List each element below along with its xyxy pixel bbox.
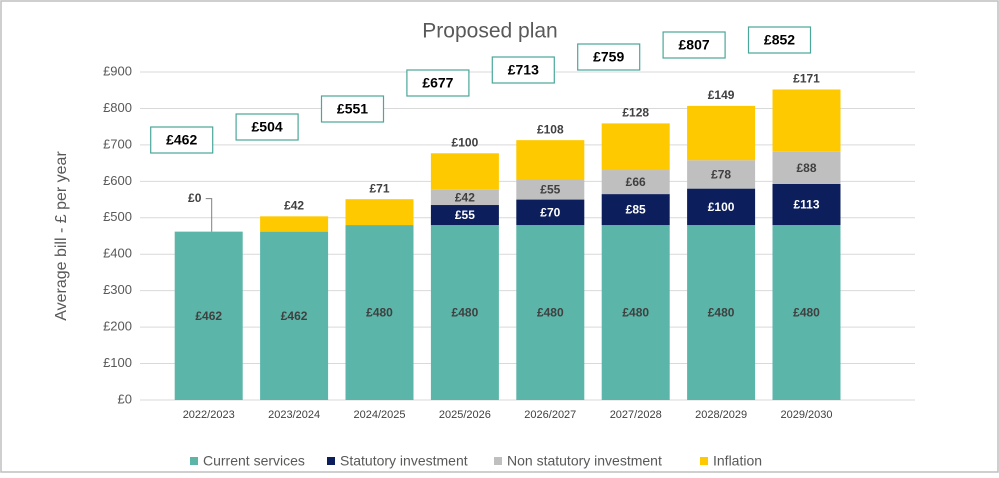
y-tick-label: £600 [103, 173, 132, 188]
data-label: £42 [455, 191, 475, 205]
data-label: £100 [708, 200, 735, 214]
total-box [577, 43, 641, 71]
legend-swatch [494, 457, 502, 465]
legend-label: Inflation [713, 453, 762, 469]
data-label: £480 [366, 306, 393, 320]
x-tick-label: 2026/2027 [524, 409, 576, 421]
total-box [235, 113, 299, 141]
bar-segment [345, 225, 414, 400]
x-tick-label: 2029/2030 [781, 409, 833, 421]
legend-label: Current services [203, 453, 305, 469]
bar-segment [687, 105, 756, 161]
data-label: £462 [195, 309, 222, 323]
y-tick-label: £700 [103, 136, 132, 151]
data-label: £171 [793, 72, 820, 86]
total-label: £759 [593, 49, 624, 65]
y-tick-label: £800 [103, 100, 132, 115]
y-axis-label: Average bill - £ per year [53, 151, 70, 321]
leader-line [205, 198, 213, 232]
bar-segment [430, 153, 499, 190]
x-tick-label: 2023/2024 [268, 409, 320, 421]
total-box [747, 26, 812, 54]
legend-swatch [327, 457, 335, 465]
data-label: £480 [793, 306, 820, 320]
x-tick-label: 2027/2028 [610, 409, 662, 421]
data-label: £78 [711, 168, 731, 182]
bar-segment [772, 151, 841, 184]
total-label: £713 [508, 62, 539, 78]
total-label: £504 [252, 119, 283, 135]
data-label: £100 [452, 135, 479, 149]
x-tick-label: 2024/2025 [354, 409, 406, 421]
total-box [491, 56, 555, 84]
bar-segment [516, 225, 585, 400]
legend-label: Statutory investment [340, 453, 468, 469]
bar-segment [601, 170, 670, 195]
data-label: £71 [369, 181, 389, 195]
bar-segment [345, 199, 414, 226]
data-label: £0 [188, 191, 202, 205]
data-label: £55 [455, 208, 475, 222]
data-label: £70 [540, 205, 560, 219]
y-tick-label: £300 [103, 282, 132, 297]
bar-segment [687, 160, 756, 189]
total-label: £462 [166, 132, 197, 148]
y-tick-label: £0 [118, 391, 132, 406]
y-tick-label: £900 [103, 63, 132, 78]
legend-label: Non statutory investment [507, 453, 662, 469]
bar-segment [772, 89, 841, 152]
bar-segment [601, 194, 670, 226]
data-label: £108 [537, 122, 564, 136]
bar-segment [601, 123, 670, 171]
bar-segment [772, 225, 841, 400]
bar-segment [601, 225, 670, 400]
data-label: £88 [796, 161, 816, 175]
bar-segment [772, 183, 841, 226]
total-label: £677 [422, 75, 453, 91]
bar-segment [687, 225, 756, 400]
data-label: £480 [708, 306, 735, 320]
total-box [150, 126, 214, 154]
y-tick-label: £100 [103, 355, 132, 370]
data-label: £42 [284, 198, 304, 212]
data-label: £128 [622, 106, 649, 120]
data-label: £55 [540, 183, 560, 197]
x-tick-label: 2028/2029 [695, 409, 747, 421]
data-label: £480 [622, 306, 649, 320]
total-box [320, 95, 385, 123]
bar-segment [687, 188, 756, 226]
x-tick-label: 2022/2023 [183, 409, 235, 421]
bar-segment [516, 199, 585, 226]
bar-segment [516, 179, 585, 200]
data-label: £462 [281, 309, 308, 323]
data-label: £149 [708, 88, 735, 102]
data-label: £66 [626, 175, 646, 189]
bar-segment [260, 231, 329, 400]
bar-segment [260, 216, 329, 232]
chart-title: Proposed plan [422, 20, 557, 43]
total-label: £551 [337, 101, 368, 117]
bar-segment [430, 225, 499, 400]
bar-segment [174, 231, 243, 400]
total-box [406, 69, 470, 97]
legend-swatch [190, 457, 198, 465]
bar-segment [430, 189, 499, 206]
data-label: £480 [452, 306, 479, 320]
data-label: £480 [537, 306, 564, 320]
total-box [662, 31, 726, 59]
data-label: £113 [793, 198, 819, 212]
bar-segment [430, 205, 499, 226]
legend-swatch [700, 457, 708, 465]
total-label: £852 [764, 32, 795, 48]
y-tick-label: £200 [103, 319, 132, 334]
y-tick-label: £500 [103, 209, 132, 224]
total-label: £807 [679, 37, 710, 53]
bar-segment [516, 140, 585, 180]
y-tick-label: £400 [103, 246, 132, 261]
x-tick-label: 2025/2026 [439, 409, 491, 421]
data-label: £85 [626, 203, 646, 217]
